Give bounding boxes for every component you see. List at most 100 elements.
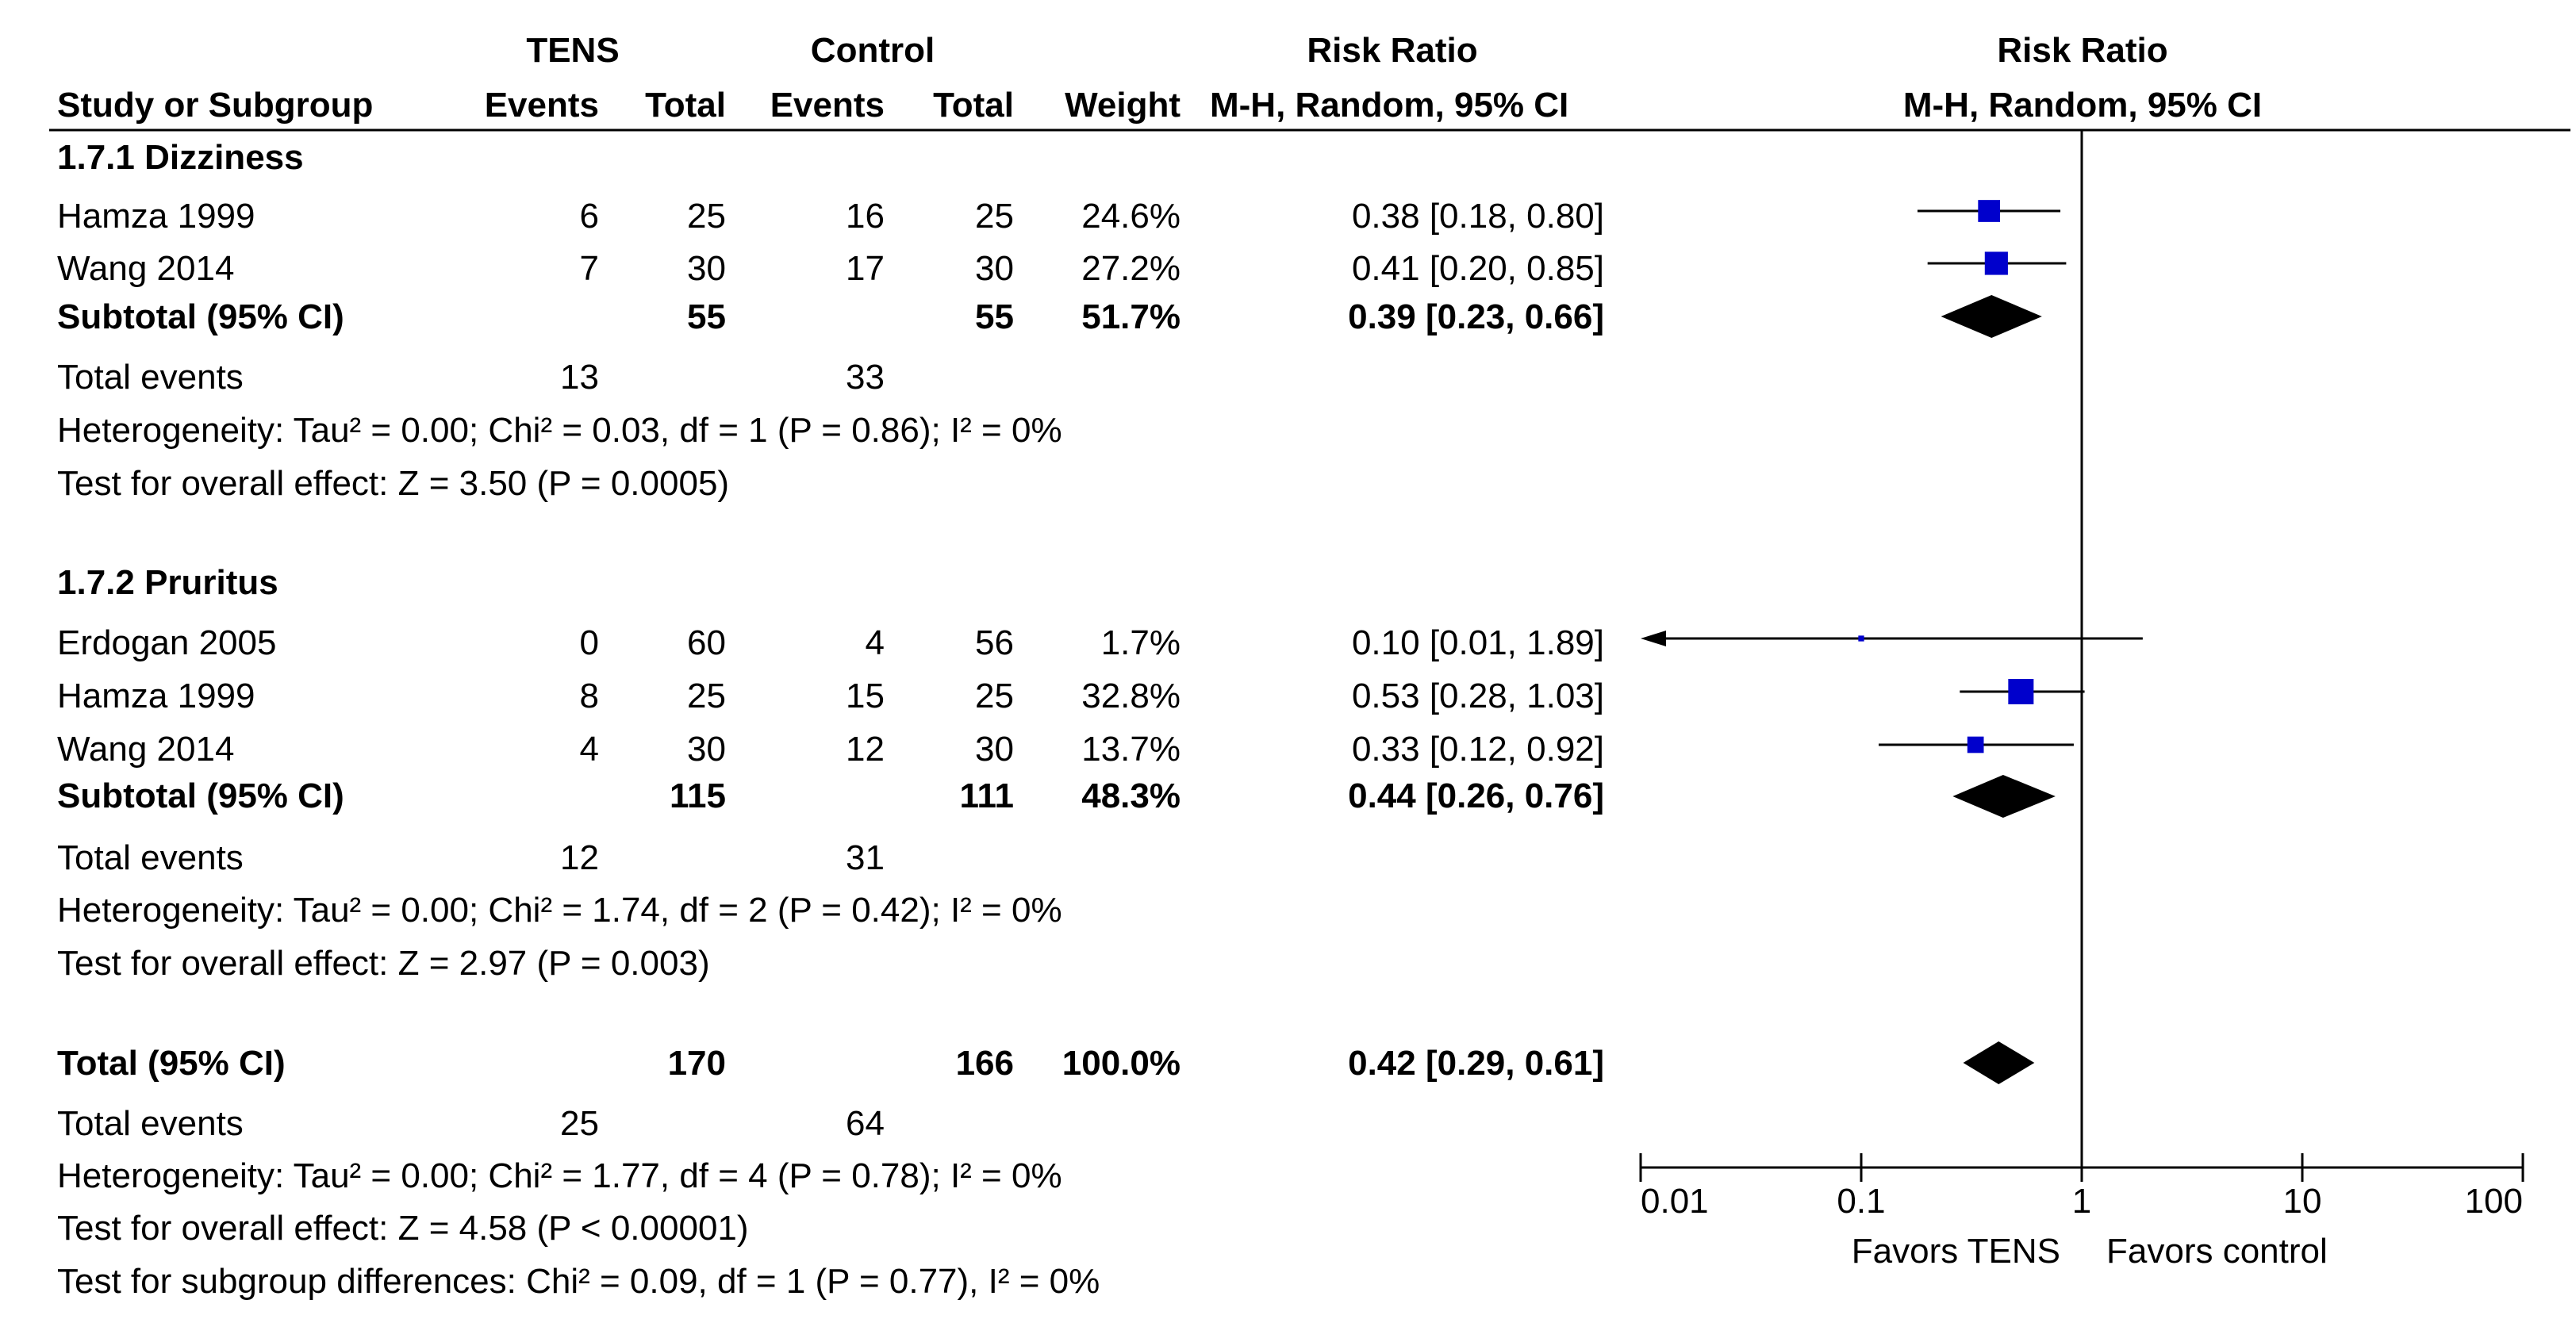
study-marker [2008,679,2034,704]
col-method-plot: M-H, Random, 95% CI [1903,86,2262,125]
total-control: 25 [975,677,1014,715]
weight: 32.8% [1081,677,1181,715]
subtotal-total-control: 55 [975,297,1014,336]
col-total2: Total [933,86,1014,125]
subtotal-rr-ci: 0.39 [0.23, 0.66] [1348,297,1604,336]
x-axis-tick-label: 100 [2465,1182,2523,1221]
table-row: Hamza 1999 6 25 16 25 24.6% 0.38 [0.18, … [57,197,1604,236]
weight: 1.7% [1101,623,1181,662]
weight: 27.2% [1081,249,1181,288]
total-events-label: Total events [57,838,244,877]
heterogeneity-text: Heterogeneity: Tau² = 0.00; Chi² = 0.03,… [57,411,1062,450]
study-name: Wang 2014 [57,730,234,769]
rr-ci: 0.38 [0.18, 0.80] [1352,197,1604,236]
total-events-control: 31 [846,838,885,877]
subtotal-diamond [1941,295,2042,338]
col-events1: Events [485,86,599,125]
x-axis-tick-label: 1 [2072,1182,2091,1221]
events-tens: 8 [580,677,599,715]
total-events-tens: 13 [560,358,599,397]
study-name: Erdogan 2005 [57,623,276,662]
overall-effect-text: Test for overall effect: Z = 4.58 (P < 0… [57,1209,749,1248]
subtotal-total-tens: 55 [687,297,726,336]
subtotal-label: Subtotal (95% CI) [57,776,344,815]
subtotal-weight: 48.3% [1081,776,1181,815]
events-control: 12 [846,730,885,769]
x-axis-tick-label: 0.1 [1837,1182,1885,1221]
total-rr-ci: 0.42 [0.29, 0.61] [1348,1044,1604,1083]
subtotal-diamond [1952,775,2056,818]
rr-ci: 0.10 [0.01, 1.89] [1352,623,1604,662]
total-events-tens: 25 [560,1104,599,1143]
total-events-label: Total events [57,1104,244,1143]
subgroup-differences-text: Test for subgroup differences: Chi² = 0.… [57,1262,1100,1301]
overall-effect-text: Test for overall effect: Z = 3.50 (P = 0… [57,464,729,503]
rr-ci: 0.53 [0.28, 1.03] [1352,677,1604,715]
total-total-tens: 170 [668,1044,726,1083]
rr-ci: 0.41 [0.20, 0.85] [1352,249,1604,288]
subtotal-rr-ci: 0.44 [0.26, 0.76] [1348,776,1604,815]
study-name: Wang 2014 [57,249,234,288]
total-tens: 60 [687,623,726,662]
subtotal-row: Subtotal (95% CI) 115 111 48.3% 0.44 [0.… [57,776,1604,815]
subtotal-total-tens: 115 [670,776,726,815]
total-tens: 25 [687,677,726,715]
col-study: Study or Subgroup [57,86,373,125]
total-control: 30 [975,730,1014,769]
col-events2: Events [770,86,885,125]
total-control: 30 [975,249,1014,288]
total-events-row: Total events 13 33 [57,358,885,397]
study-marker [1978,200,2001,222]
col-weight: Weight [1065,86,1181,125]
header-group2: Control [811,31,935,70]
subtotal-weight: 51.7% [1081,297,1181,336]
study-marker [1858,635,1864,642]
rr-ci: 0.33 [0.12, 0.92] [1352,730,1604,769]
col-total1: Total [645,86,726,125]
subtotal-label: Subtotal (95% CI) [57,297,344,336]
total-control: 25 [975,197,1014,236]
events-control: 4 [866,623,885,662]
events-control: 15 [846,677,885,715]
study-name: Hamza 1999 [57,197,255,236]
header-rr-table: Risk Ratio [1307,31,1477,70]
total-tens: 30 [687,730,726,769]
total-tens: 30 [687,249,726,288]
total-row: Total (95% CI) 170 166 100.0% 0.42 [0.29… [57,1044,1604,1083]
total-tens: 25 [687,197,726,236]
forest-plot-area: 0.01 0.1 1 10 100 [1639,130,2524,1221]
weight: 13.7% [1081,730,1181,769]
header-rr-plot: Risk Ratio [1997,31,2167,70]
total-label: Total (95% CI) [57,1044,286,1083]
table-row: Wang 2014 7 30 17 30 27.2% 0.41 [0.20, 0… [57,249,1604,288]
events-tens: 6 [580,197,599,236]
total-control: 56 [975,623,1014,662]
header-group1: TENS [526,31,619,70]
total-diamond [1963,1041,2035,1084]
total-events-row: Total events 12 31 [57,838,885,877]
x-axis-tick-label: 10 [2283,1182,2322,1221]
study-marker [1967,736,1984,753]
total-events-row: Total events 25 64 [57,1104,885,1143]
total-events-label: Total events [57,358,244,397]
total-events-control: 64 [846,1104,885,1143]
heterogeneity-text: Heterogeneity: Tau² = 0.00; Chi² = 1.77,… [57,1156,1062,1195]
x-axis-tick-label: 0.01 [1641,1182,1709,1221]
events-tens: 7 [580,249,599,288]
weight: 24.6% [1081,197,1181,236]
table-row: Erdogan 2005 0 60 4 56 1.7% 0.10 [0.01, … [57,623,1604,662]
subtotal-total-control: 111 [959,776,1014,815]
events-control: 16 [846,197,885,236]
heterogeneity-text: Heterogeneity: Tau² = 0.00; Chi² = 1.74,… [57,891,1062,930]
table-row: Wang 2014 4 30 12 30 13.7% 0.33 [0.12, 0… [57,730,1604,769]
events-tens: 0 [580,623,599,662]
study-marker [1984,251,2008,275]
total-events-tens: 12 [560,838,599,877]
total-events-control: 33 [846,358,885,397]
events-control: 17 [846,249,885,288]
favors-tens-label: Favors TENS [1852,1232,2060,1271]
overall-effect-text: Test for overall effect: Z = 2.97 (P = 0… [57,944,710,983]
ci-arrow [1641,631,1666,646]
subgroup-title: 1.7.1 Dizziness [57,138,304,177]
